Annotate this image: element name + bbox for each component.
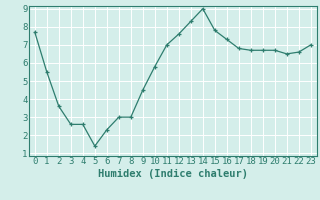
X-axis label: Humidex (Indice chaleur): Humidex (Indice chaleur): [98, 169, 248, 179]
